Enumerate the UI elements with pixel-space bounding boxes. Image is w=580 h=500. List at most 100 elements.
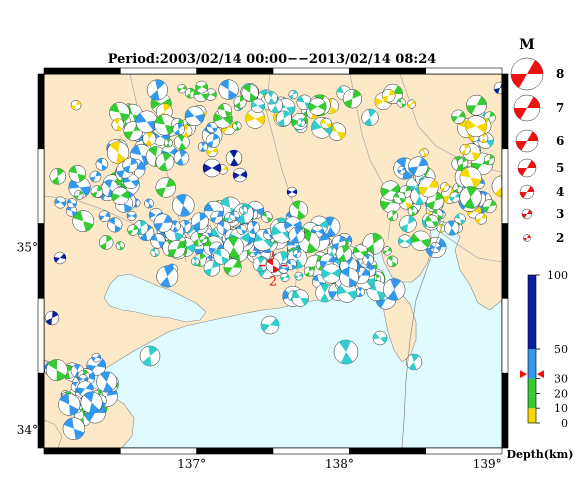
focal-mechanism [278,263,290,274]
focal-mechanism [465,115,488,138]
frame-segment-bottom [425,447,503,455]
focal-mechanism [399,215,417,233]
focal-mechanism [381,88,396,103]
depth-tick-label: 10 [554,402,568,415]
frame-segment-left [37,148,45,224]
focal-mechanism [217,103,233,118]
focal-mechanism [459,186,482,209]
focal-mechanism [454,213,466,225]
focal-mechanism [483,154,495,166]
focal-mechanism [172,194,195,217]
trench-line [401,219,445,448]
focal-mechanism [311,225,325,239]
focal-mechanism [195,80,209,94]
frame-segment-bottom [43,447,121,455]
deep-focal-mechanism [53,251,67,265]
frame-segment-top [425,67,503,75]
focal-mechanism [146,79,168,101]
focal-mechanism [206,121,218,134]
deep-focal-mechanism [44,310,60,326]
depth-tick-label: 30 [554,373,568,386]
focal-mechanism [156,265,179,288]
deep-focal-mechanism [286,186,298,198]
earthquake-mechanisms [44,79,502,440]
focal-mechanism [407,206,418,216]
focal-mechanism [233,95,247,109]
focal-mechanism [275,110,292,127]
main-event-label: 2 [269,275,277,290]
frame-segment-right [501,372,509,449]
focal-mechanism [91,352,102,363]
focal-mechanism [98,210,111,223]
frame-segment-top [196,67,274,75]
deep-focal-mechanism [232,167,248,183]
depth-marker-right [537,370,544,379]
focal-mechanism [261,211,273,223]
focal-mechanism [439,182,450,192]
focal-mechanism [382,246,392,256]
focal-mechanism [172,122,185,136]
focal-mechanism [98,235,114,250]
focal-mechanism [213,109,233,129]
map-area[interactable]: 2 [37,67,513,455]
frame-segment-top [120,67,197,75]
focal-mechanism [239,205,249,215]
focal-mechanism [213,248,230,265]
focal-mechanism [96,371,118,393]
focal-mechanism [206,145,218,158]
depth-band [528,349,536,379]
focal-mechanism [288,226,305,244]
focal-mechanism [280,272,290,283]
depth-band [528,408,536,423]
main-event-mechanism [265,258,281,273]
focal-mechanism [264,91,278,105]
focal-mechanism [167,240,186,258]
longitude-ticks: 137° 138° 139° [177,457,501,471]
frame-segment-bottom [120,447,197,455]
frame-segment-right [501,73,509,150]
focal-mechanism [419,148,429,158]
focal-mechanism [232,121,242,131]
focal-mechanism [58,393,81,416]
focal-mechanism [482,199,497,214]
lon-tick-label: 139° [473,457,502,471]
focal-mechanism [78,374,89,385]
depth-marker-left [520,370,527,379]
focal-mechanism [321,263,342,284]
focal-mechanism [425,214,439,229]
frame-segment-top [43,67,121,75]
focal-mechanism [387,210,399,222]
focal-mechanism [362,254,374,266]
focal-mechanism [397,234,412,249]
focal-mechanism [90,185,104,198]
focal-mechanism [397,165,407,175]
focal-mechanism [111,118,125,132]
focal-mechanism [393,191,406,204]
magnitude-legend-title: M [519,37,535,53]
focal-mechanism [355,287,365,297]
focal-mechanism [451,109,466,124]
focal-mechanism [177,83,187,94]
focal-mechanism [294,271,304,281]
deep-focal-mechanism [202,158,222,178]
focal-mechanism [333,339,359,365]
magnitude-legend-label: 3 [556,207,564,221]
deep-focal-mechanism [225,149,243,167]
lat-tick-label: 35° [17,240,38,254]
focal-mechanism [459,166,482,189]
focal-mechanism [466,94,487,116]
focal-mechanism [288,89,298,100]
focal-mechanism [250,98,266,113]
focal-mechanism [372,330,388,346]
frame-segment-left [37,73,45,150]
frame-segment-right [501,223,509,299]
magnitude-legend-label: 5 [556,161,564,175]
focal-mechanism [396,98,407,108]
depth-scale-title: Depth(km) [507,448,574,461]
focal-mechanism [150,248,160,257]
lon-tick-label: 138° [325,457,354,471]
frame-segment-left [37,223,45,299]
magnitude-legend-ball [519,184,535,200]
focal-mechanism [54,196,67,209]
magnitude-legend-ball [510,57,544,91]
